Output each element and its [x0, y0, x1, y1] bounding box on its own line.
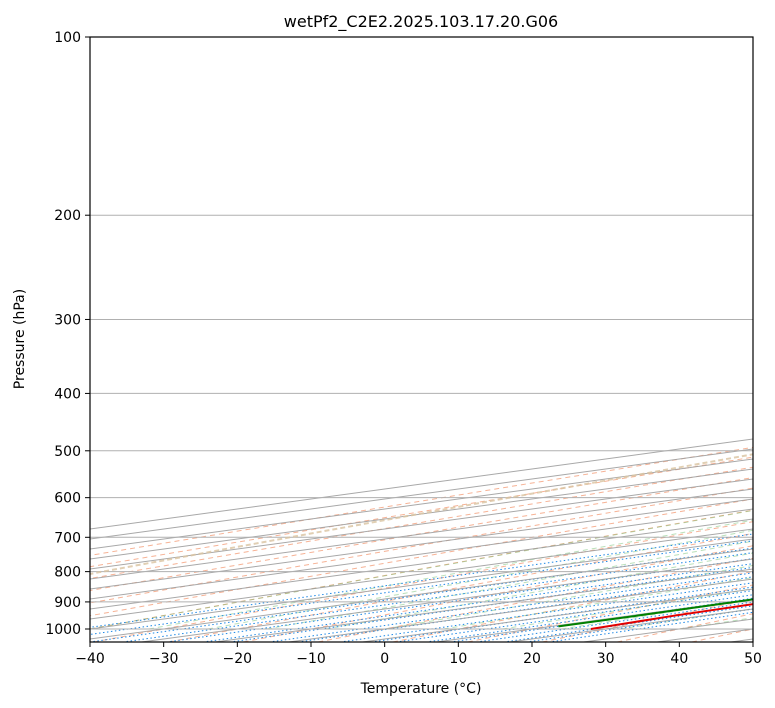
isotherm-line [90, 488, 753, 580]
y-tick-label: 900 [54, 595, 81, 611]
x-tick-label: 40 [670, 651, 688, 667]
moist-adiabat-line [325, 552, 753, 630]
isotherm-line [90, 498, 753, 590]
background-lines [90, 37, 753, 642]
x-tick-label: 30 [597, 651, 615, 667]
isotherm-line [90, 518, 753, 610]
mixing-ratio-line [90, 533, 753, 628]
isotherm-line [90, 478, 753, 570]
y-tick-label: 300 [54, 312, 81, 328]
x-tick-label: 50 [744, 651, 762, 667]
y-tick-label: 1000 [45, 622, 81, 638]
dry-adiabat-line [90, 466, 753, 579]
x-tick-label: 20 [523, 651, 541, 667]
mixing-ratio-line [399, 590, 753, 642]
y-tick-label: 600 [54, 491, 81, 507]
chart-title: wetPf2_C2E2.2025.103.17.20.G06 [284, 12, 558, 32]
mixing-ratio-line [343, 582, 753, 642]
isotherm-line [90, 528, 753, 620]
y-tick-label: 100 [54, 30, 81, 46]
y-tick-label: 700 [54, 530, 81, 546]
x-tick-label: −20 [223, 651, 253, 667]
y-tick-label: 500 [54, 444, 81, 460]
dry-adiabat-line [243, 545, 753, 642]
isotherm-line [90, 468, 753, 560]
plot-frame [89, 36, 754, 643]
isotherm-line [90, 538, 753, 630]
dry-adiabat-line [392, 570, 753, 642]
y-tick-label: 400 [54, 386, 81, 402]
x-tick-label: 10 [449, 651, 467, 667]
mixing-ratio-line [429, 594, 753, 642]
y-tick-label: 800 [54, 565, 81, 581]
x-tick-label: −10 [296, 651, 326, 667]
dry-adiabat-line [168, 532, 753, 642]
y-axis-label: Pressure (hPa) [12, 289, 28, 389]
dry-adiabat-line [90, 509, 753, 630]
isotherm-line [90, 508, 753, 600]
axes: −40 −30 −20 −10 0 10 20 30 40 50 100 200 300 400 500 60… [45, 30, 762, 667]
moist-adiabat-line [384, 564, 753, 630]
x-tick-label: 0 [380, 651, 389, 667]
y-tick-label: 200 [54, 208, 81, 224]
x-tick-label: −30 [149, 651, 179, 667]
x-axis-label: Temperature (°C) [360, 681, 482, 697]
x-tick-label: −40 [75, 651, 105, 667]
isotherm-line [90, 458, 753, 550]
